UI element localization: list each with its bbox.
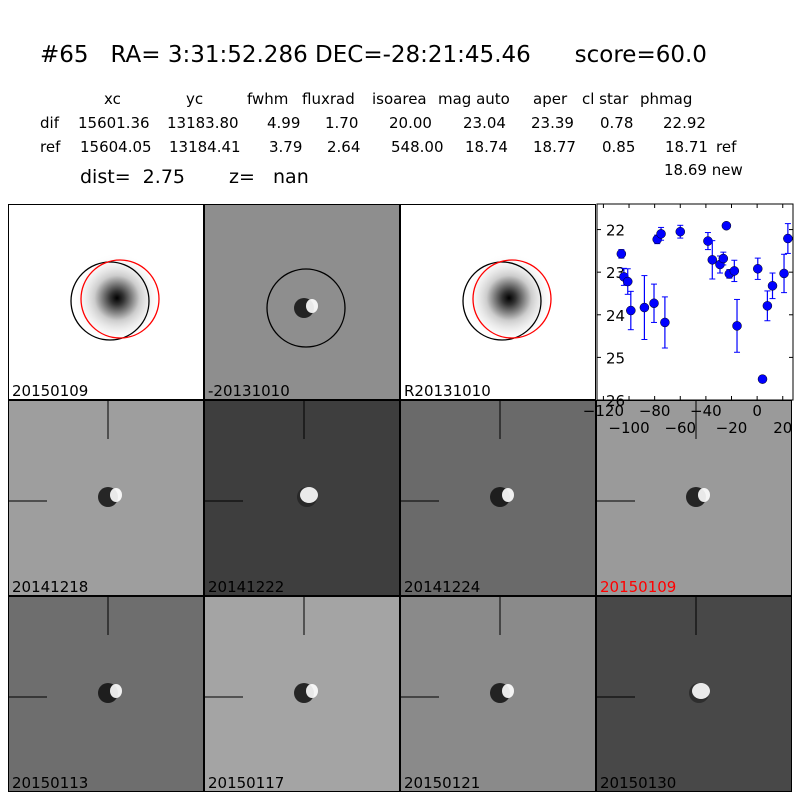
cutout-panel: R20131010	[400, 204, 596, 400]
data-point	[649, 298, 659, 309]
y-tick-label: 24	[606, 307, 625, 325]
table-cell: 15604.05	[80, 138, 152, 156]
data-point	[718, 253, 729, 264]
cutout-panel: 20150117	[204, 596, 400, 792]
data-point	[619, 272, 629, 282]
table-cell: 23.04	[463, 114, 506, 132]
cutout-panel: 20141224	[400, 400, 596, 596]
y-tick-label: 22	[606, 222, 625, 240]
cutout-panel: 20150121	[400, 596, 596, 792]
data-point	[652, 234, 662, 245]
bright-lobe	[110, 488, 122, 502]
panel-date-label: 20141224	[404, 578, 481, 596]
data-point	[757, 374, 768, 384]
panel-date-label: -20131010	[208, 382, 290, 400]
row-label: dif	[40, 114, 59, 132]
y-tick-label: 25	[606, 349, 625, 367]
table-cell: 18.77	[533, 138, 576, 156]
panel-date-label: 20150109	[12, 382, 89, 400]
data-point	[724, 269, 735, 279]
aperture-circle	[266, 268, 346, 348]
table-cell: 1.70	[325, 114, 359, 132]
table-cell: 0.78	[600, 114, 634, 132]
cutout-panel: -20131010	[204, 204, 400, 400]
data-point	[660, 317, 670, 328]
cutout-panel: 20150109	[8, 204, 204, 400]
data-point	[762, 301, 773, 311]
column-header: cl star	[582, 90, 629, 108]
cutout-panel: 20141222	[204, 400, 400, 596]
dist-value: dist= 2.75	[80, 166, 185, 188]
y-tick-label: 23	[606, 264, 625, 282]
table-cell: 22.92	[663, 114, 706, 132]
data-point	[715, 259, 725, 270]
panel-date-label: 20141222	[208, 578, 285, 596]
new-aperture-circle	[472, 259, 552, 339]
table-cell: 13184.41	[169, 138, 241, 156]
table-cell: 23.39	[531, 114, 574, 132]
table-cell: 548.00	[391, 138, 444, 156]
cutout-panel: 20150130	[596, 596, 792, 792]
row-suffix: ref	[716, 138, 737, 156]
table-cell: 15601.36	[78, 114, 150, 132]
cutout-panel: 20150113	[8, 596, 204, 792]
data-point	[616, 249, 627, 259]
column-header: isoarea	[372, 90, 427, 108]
data-point	[703, 236, 713, 246]
table-cell: 18.74	[465, 138, 508, 156]
candidate-title: #65 RA= 3:31:52.286 DEC=-28:21:45.46 sco…	[40, 42, 707, 68]
cutout-panel: 20141218	[8, 400, 204, 596]
panel-date-label: 20150109	[600, 578, 677, 596]
column-header: fluxrad	[302, 90, 355, 108]
column-header: fwhm	[247, 90, 289, 108]
bright-lobe	[300, 487, 318, 503]
data-point	[753, 264, 763, 274]
table-cell: 20.00	[389, 114, 432, 132]
table-cell: 13183.80	[167, 114, 239, 132]
bright-lobe	[306, 684, 318, 698]
data-point	[707, 255, 718, 265]
column-header: mag auto	[438, 90, 510, 108]
data-point	[732, 321, 742, 331]
panel-date-label: 20150121	[404, 774, 481, 792]
new-aperture-circle	[80, 259, 160, 339]
ref-aperture-circle	[70, 261, 150, 341]
table-cell: 18.71	[665, 138, 708, 156]
z-value: z= nan	[229, 166, 309, 188]
data-point	[622, 276, 633, 287]
data-point	[779, 268, 789, 279]
column-header: phmag	[640, 90, 693, 108]
panel-date-label: 20141218	[12, 578, 89, 596]
new-phmag: 18.69 new	[664, 161, 743, 179]
table-cell: 2.64	[327, 138, 361, 156]
table-cell: 0.85	[602, 138, 636, 156]
plot-area	[596, 203, 794, 401]
data-point	[675, 226, 686, 237]
bright-lobe	[110, 684, 122, 698]
data-point	[656, 229, 666, 239]
data-point	[767, 281, 778, 291]
bright-lobe	[692, 683, 710, 699]
panel-date-label: 20150113	[12, 774, 89, 792]
table-cell: 3.79	[269, 138, 303, 156]
bright-lobe	[502, 488, 514, 502]
row-label: ref	[40, 138, 61, 156]
bright-lobe	[698, 488, 710, 502]
data-point	[783, 233, 793, 244]
column-header: aper	[533, 90, 568, 108]
ref-aperture-circle	[462, 261, 542, 341]
panel-date-label: 20150130	[600, 774, 677, 792]
table-cell: 4.99	[267, 114, 301, 132]
data-point	[729, 266, 740, 276]
data-point	[626, 305, 636, 316]
panel-date-label: 20150117	[208, 774, 285, 792]
column-header: xc	[104, 90, 121, 108]
bright-lobe	[502, 684, 514, 698]
column-header: yc	[186, 90, 204, 108]
panel-date-label: R20131010	[404, 382, 491, 400]
cutout-panel: 20150109	[596, 400, 792, 596]
data-point	[639, 302, 650, 313]
data-point	[721, 220, 732, 231]
bright-lobe	[306, 299, 318, 313]
